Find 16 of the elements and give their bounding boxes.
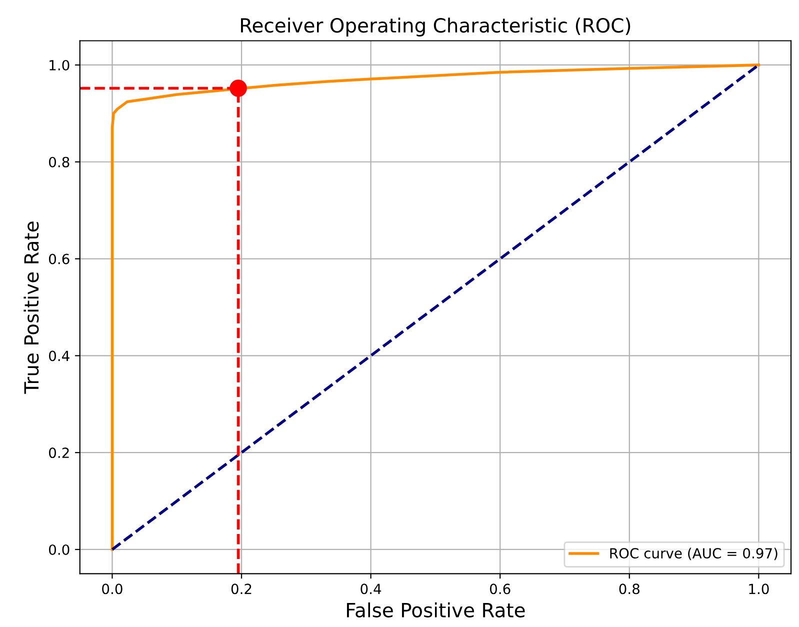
chart-title: Receiver Operating Characteristic (ROC) xyxy=(241,18,630,36)
x-tick-label: 0.0 xyxy=(102,584,122,594)
y-tick-label: 0.2 xyxy=(49,448,69,458)
y-tick-label: 0.6 xyxy=(49,254,70,264)
x-tick-label: 0.2 xyxy=(231,584,252,594)
y-tick-label: 1.0 xyxy=(50,60,70,70)
y-tick-label: 0.8 xyxy=(49,156,70,168)
legend-label: ROC curve (AUC = 0.97) xyxy=(610,548,778,560)
x-tick-label: 0.4 xyxy=(360,584,382,594)
y-tick-label: 0.0 xyxy=(49,544,70,555)
x-axis-title: False Positive Rate xyxy=(347,602,525,618)
x-tick-label: 1.0 xyxy=(749,584,769,594)
y-tick-label: 0.4 xyxy=(49,350,70,362)
x-tick-label: 0.6 xyxy=(490,584,510,594)
y-axis-title: True Positive Rate xyxy=(24,222,39,394)
x-tick-label: 0.8 xyxy=(619,584,640,594)
